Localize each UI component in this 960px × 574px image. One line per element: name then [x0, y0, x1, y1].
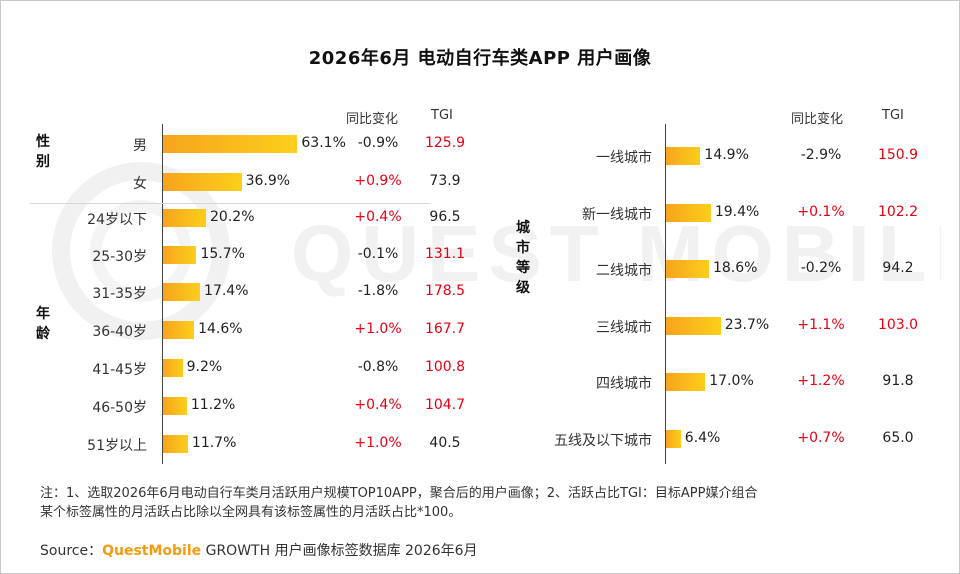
tgi-value: 178.5 — [424, 283, 466, 299]
category-label: 男 — [133, 138, 147, 154]
bar — [666, 430, 681, 448]
category-label: 46-50岁 — [92, 400, 147, 416]
category-label: 三线城市 — [596, 320, 652, 336]
category-label: 五线及以下城市 — [554, 433, 652, 449]
bar — [163, 321, 195, 339]
category-label: 41-45岁 — [92, 362, 147, 378]
left-tgi-header: TGI — [431, 108, 453, 123]
tgi-value: 40.5 — [429, 435, 461, 451]
tgi-value: 91.8 — [882, 373, 914, 389]
yoy-value: +0.7% — [797, 430, 845, 446]
yoy-value: +1.0% — [354, 321, 402, 337]
data-label: 63.1% — [301, 135, 346, 151]
tgi-value: 73.9 — [429, 173, 461, 189]
footnote-line-2: 某个标签属性的月活跃占比除以全网具有该标签属性的月活跃占比*100。 — [40, 505, 462, 520]
data-label: 19.4% — [714, 204, 760, 220]
category-label: 一线城市 — [596, 150, 652, 166]
category-label: 女 — [133, 176, 147, 192]
bar — [163, 246, 197, 264]
data-label: 9.2% — [186, 359, 223, 375]
data-label: 18.6% — [712, 260, 758, 276]
right-tgi-header: TGI — [882, 108, 904, 123]
yoy-value: +0.4% — [354, 397, 402, 413]
yoy-value: +1.2% — [797, 373, 845, 389]
tgi-value: 94.2 — [882, 260, 914, 276]
tgi-value: 150.9 — [877, 147, 919, 163]
tgi-value: 65.0 — [882, 430, 914, 446]
yoy-value: +0.4% — [354, 209, 402, 225]
tgi-value: 102.2 — [877, 204, 919, 220]
category-label: 二线城市 — [596, 263, 652, 279]
group-label-age: 年龄 — [36, 306, 50, 342]
yoy-value: -0.2% — [800, 260, 842, 276]
bar — [163, 209, 207, 227]
category-label: 新一线城市 — [582, 207, 652, 223]
category-label: 36-40岁 — [92, 324, 147, 340]
yoy-value: -2.9% — [800, 147, 842, 163]
yoy-value: -1.8% — [357, 283, 399, 299]
bar — [666, 147, 701, 165]
data-label: 17.0% — [709, 373, 754, 389]
yoy-value: +0.9% — [354, 173, 402, 189]
yoy-value: +0.1% — [797, 204, 845, 220]
data-label: 14.6% — [198, 321, 243, 337]
right-axis-line — [665, 124, 666, 464]
bar — [163, 283, 201, 301]
group-separator — [30, 203, 430, 204]
data-label: 17.4% — [204, 283, 249, 299]
footnote-line-1: 注：1、选取2026年6月电动自行车类月活跃用户规模TOP10APP，聚合后的用… — [40, 486, 758, 501]
bar — [163, 359, 183, 377]
category-label: 四线城市 — [596, 376, 652, 392]
left-yoy-header: 同比变化 — [346, 112, 399, 127]
category-label: 25-30岁 — [92, 249, 147, 265]
tgi-value: 104.7 — [424, 397, 466, 413]
category-label: 31-35岁 — [92, 286, 147, 302]
source-line: Source：QuestMobile GROWTH 用户画像标签数据库 2026… — [40, 540, 478, 560]
yoy-value: +1.1% — [797, 317, 845, 333]
yoy-value: -0.9% — [357, 135, 399, 151]
tgi-value: 100.8 — [424, 359, 466, 375]
data-label: 15.7% — [200, 246, 245, 262]
data-label: 23.7% — [724, 317, 770, 333]
bar — [163, 135, 298, 153]
tgi-value: 167.7 — [424, 321, 466, 337]
data-label: 6.4% — [684, 430, 721, 446]
category-label: 24岁以下 — [87, 212, 147, 228]
bar — [666, 317, 721, 335]
yoy-value: -0.1% — [357, 246, 399, 262]
group-label-city-tier: 城市等级 — [516, 220, 530, 296]
tgi-value: 125.9 — [424, 135, 466, 151]
source-prefix: Source： — [40, 543, 103, 559]
yoy-value: -0.8% — [357, 359, 399, 375]
right-yoy-header: 同比变化 — [791, 112, 844, 127]
source-suffix: GROWTH 用户画像标签数据库 2026年6月 — [201, 543, 478, 559]
left-axis-line — [162, 124, 163, 464]
group-label-gender: 性别 — [36, 134, 50, 170]
bar — [163, 173, 242, 191]
data-label: 11.2% — [190, 397, 236, 413]
bar — [666, 373, 706, 391]
yoy-value: +1.0% — [354, 435, 402, 451]
source-brand: QuestMobile — [102, 543, 202, 559]
data-label: 36.9% — [245, 173, 291, 189]
chart-title: 2026年6月 电动自行车类APP 用户画像 — [308, 48, 652, 69]
data-label: 11.7% — [191, 435, 237, 451]
bar — [163, 397, 187, 415]
tgi-value: 103.0 — [877, 317, 919, 333]
category-label: 51岁以上 — [87, 438, 147, 454]
data-label: 14.9% — [704, 147, 749, 163]
bar — [666, 204, 711, 222]
tgi-value: 96.5 — [429, 209, 461, 225]
data-label: 20.2% — [210, 209, 255, 225]
tgi-value: 131.1 — [424, 246, 466, 262]
bar — [163, 435, 188, 453]
bar — [666, 260, 709, 278]
